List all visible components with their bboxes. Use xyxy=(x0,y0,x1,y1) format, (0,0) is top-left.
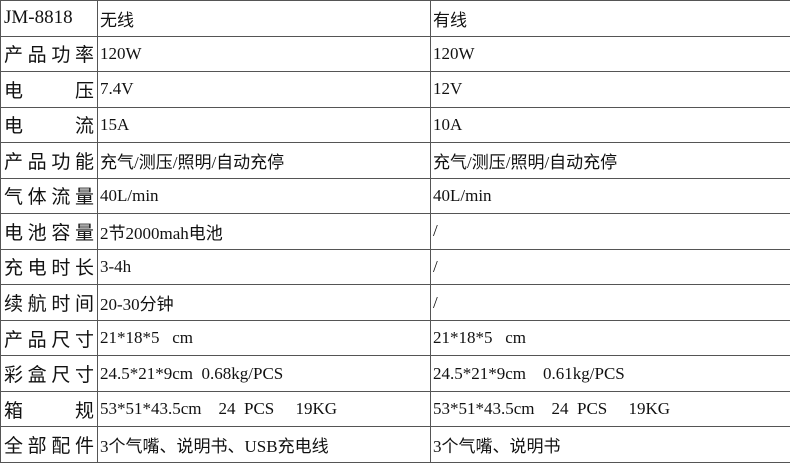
row-label: 产品尺寸 xyxy=(0,319,98,357)
cell: 15A xyxy=(97,106,431,144)
cell: 120W xyxy=(97,35,431,73)
table-row: JM-8818 无线 有线 xyxy=(0,0,790,37)
table-row: 充电时长 3-4h / xyxy=(0,248,790,286)
cell: 40L/min xyxy=(430,177,790,215)
cell: 53*51*43.5cm 24 PCS 19KG xyxy=(97,390,431,428)
cell: 3-4h xyxy=(97,248,431,286)
row-label: JM-8818 xyxy=(0,0,98,37)
row-label: 全部配件 xyxy=(0,426,98,463)
cell: 24.5*21*9cm 0.61kg/PCS xyxy=(430,355,790,392)
row-label: 电池容量 xyxy=(0,213,98,250)
row-label: 彩盒尺寸 xyxy=(0,355,98,392)
row-label: 电 流 xyxy=(0,106,98,144)
cell: 40L/min xyxy=(97,177,431,215)
cell: 12V xyxy=(430,71,790,108)
cell: / xyxy=(430,248,790,286)
row-label: 产品功率 xyxy=(0,35,98,73)
cell: 2节2000mah电池 xyxy=(97,213,431,250)
cell: 充气/测压/照明/自动充停 xyxy=(97,142,431,179)
cell: / xyxy=(430,213,790,250)
cell: 10A xyxy=(430,106,790,144)
cell: 24.5*21*9cm 0.68kg/PCS xyxy=(97,355,431,392)
cell: 21*18*5 cm xyxy=(97,319,431,357)
table-row: 续航时间 20-30分钟 / xyxy=(0,284,790,321)
table-row: 全部配件 3个气嘴、说明书、USB充电线 3个气嘴、说明书 xyxy=(0,426,790,463)
table-row: 电 流 15A 10A xyxy=(0,106,790,144)
cell: 无线 xyxy=(97,0,431,37)
cell: 20-30分钟 xyxy=(97,284,431,321)
cell: 120W xyxy=(430,35,790,73)
cell: 7.4V xyxy=(97,71,431,108)
table-row: 电 压 7.4V 12V xyxy=(0,71,790,108)
table-row: 产品功率 120W 120W xyxy=(0,35,790,73)
cell: 充气/测压/照明/自动充停 xyxy=(430,142,790,179)
cell: / xyxy=(430,284,790,321)
table-row: 产品功能 充气/测压/照明/自动充停 充气/测压/照明/自动充停 xyxy=(0,142,790,179)
cell: 21*18*5 cm xyxy=(430,319,790,357)
cell: 有线 xyxy=(430,0,790,37)
row-label: 充电时长 xyxy=(0,248,98,286)
row-label: 续航时间 xyxy=(0,284,98,321)
table-row: 彩盒尺寸 24.5*21*9cm 0.68kg/PCS 24.5*21*9cm 0.… xyxy=(0,355,790,392)
row-label: 产品功能 xyxy=(0,142,98,179)
table-row: 电池容量 2节2000mah电池 / xyxy=(0,213,790,250)
row-label: 电 压 xyxy=(0,71,98,108)
cell: 53*51*43.5cm 24 PCS 19KG xyxy=(430,390,790,428)
cell: 3个气嘴、说明书、USB充电线 xyxy=(97,426,431,463)
cell: 3个气嘴、说明书 xyxy=(430,426,790,463)
table-row: 产品尺寸 21*18*5 cm 21*18*5 cm xyxy=(0,319,790,357)
table-row: 气体流量 40L/min 40L/min xyxy=(0,177,790,215)
row-label: 气体流量 xyxy=(0,177,98,215)
table-row: 箱 规 53*51*43.5cm 24 PCS 19KG 53*51*43.5cm … xyxy=(0,390,790,428)
row-label: 箱 规 xyxy=(0,390,98,428)
